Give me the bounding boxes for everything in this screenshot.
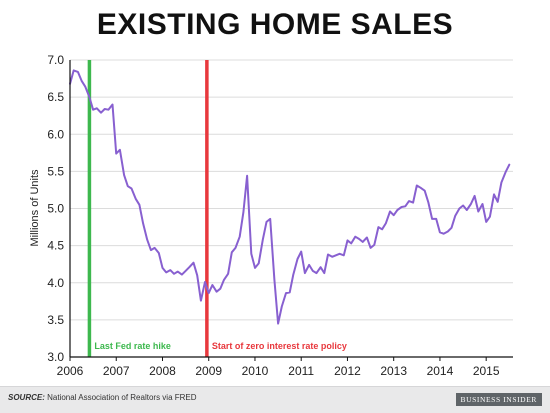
rate-hike-annotation: Last Fed rate hike: [94, 341, 171, 351]
source-lead: SOURCE:: [8, 393, 45, 402]
source-text: National Association of Realtors via FRE…: [44, 393, 197, 402]
x-tick-label: 2011: [288, 364, 314, 378]
axes: [69, 60, 513, 361]
y-tick-label: 6.5: [47, 90, 64, 104]
y-tick-label: 6.0: [47, 127, 64, 141]
source-note: SOURCE: National Association of Realtors…: [8, 393, 197, 402]
y-tick-label: 5.5: [47, 164, 64, 178]
x-tick-label: 2013: [380, 364, 407, 378]
x-tick-label: 2006: [57, 364, 84, 378]
y-tick-label: 4.0: [47, 276, 64, 290]
annotations: Last Fed rate hike Start of zero interest…: [94, 341, 347, 351]
y-tick-label: 5.0: [47, 202, 64, 216]
chart-title: EXISTING HOME SALES: [96, 8, 454, 41]
zero-rate-annotation: Start of zero interest rate policy: [212, 341, 347, 351]
x-tick-label: 2008: [149, 364, 176, 378]
x-tick-labels: 2006 2007 2008 2009 2010 2011 2012 2013 2014 2015: [57, 364, 500, 378]
y-axis-label: Millions of Units: [29, 169, 41, 247]
business-insider-logo: BUSINESS INSIDER: [455, 393, 542, 406]
x-tick-label: 2014: [427, 364, 454, 378]
line-chart: 3.0 3.5 4.0 4.5 5.0 5.5 6.0 6.5 7.0 2006 2007 2008…: [29, 53, 513, 378]
y-tick-label: 3.0: [47, 350, 64, 364]
x-tick-label: 2010: [242, 364, 269, 378]
footer-bar: SOURCE: National Association of Realtors…: [0, 386, 550, 413]
event-markers: [87, 60, 209, 357]
y-tick-label: 7.0: [47, 53, 64, 67]
x-tick-label: 2009: [195, 364, 222, 378]
x-tick-label: 2015: [473, 364, 500, 378]
x-tick-label: 2007: [103, 364, 130, 378]
series-layer: [69, 69, 511, 325]
y-tick-label: 3.5: [47, 313, 64, 327]
y-tick-label: 4.5: [47, 239, 64, 253]
sales-series-line: [69, 69, 511, 325]
y-tick-labels: 3.0 3.5 4.0 4.5 5.0 5.5 6.0 6.5 7.0: [47, 53, 64, 364]
x-tick-label: 2012: [334, 364, 361, 378]
